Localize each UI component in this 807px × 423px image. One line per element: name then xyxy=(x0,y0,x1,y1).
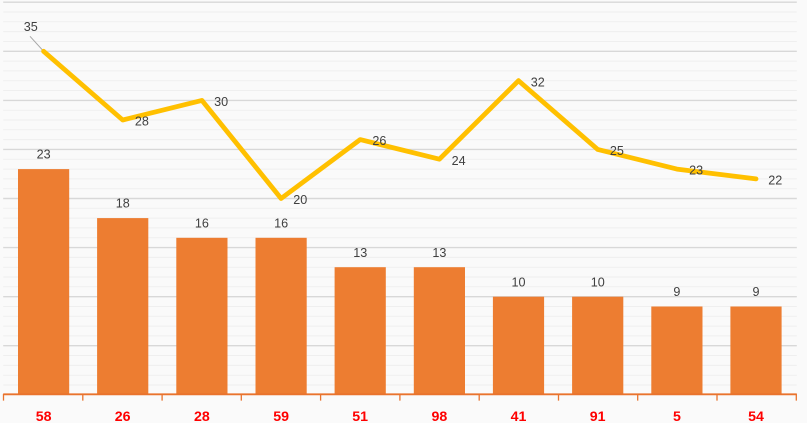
svg-text:9: 9 xyxy=(752,285,759,299)
svg-text:13: 13 xyxy=(353,246,367,260)
svg-text:13: 13 xyxy=(432,246,446,260)
svg-text:5: 5 xyxy=(673,409,681,423)
svg-text:28: 28 xyxy=(194,409,210,423)
svg-text:23: 23 xyxy=(37,148,51,162)
svg-text:9: 9 xyxy=(673,285,680,299)
svg-text:51: 51 xyxy=(352,409,368,423)
svg-text:26: 26 xyxy=(115,409,131,423)
svg-text:54: 54 xyxy=(748,409,764,423)
svg-text:25: 25 xyxy=(610,144,624,158)
svg-text:58: 58 xyxy=(36,409,52,423)
svg-text:32: 32 xyxy=(531,75,545,89)
svg-text:35: 35 xyxy=(24,20,38,34)
svg-text:24: 24 xyxy=(452,154,466,168)
svg-text:28: 28 xyxy=(135,115,149,129)
svg-text:20: 20 xyxy=(293,193,307,207)
svg-text:16: 16 xyxy=(195,216,209,230)
svg-text:22: 22 xyxy=(768,174,782,188)
svg-text:16: 16 xyxy=(274,216,288,230)
svg-text:91: 91 xyxy=(590,409,606,423)
svg-text:10: 10 xyxy=(511,275,525,289)
svg-text:59: 59 xyxy=(273,409,289,423)
svg-text:98: 98 xyxy=(432,409,448,423)
svg-text:23: 23 xyxy=(689,164,703,178)
svg-text:10: 10 xyxy=(591,275,605,289)
svg-text:41: 41 xyxy=(511,409,527,423)
svg-text:18: 18 xyxy=(116,197,130,211)
svg-text:30: 30 xyxy=(214,95,228,109)
svg-text:26: 26 xyxy=(372,134,386,148)
